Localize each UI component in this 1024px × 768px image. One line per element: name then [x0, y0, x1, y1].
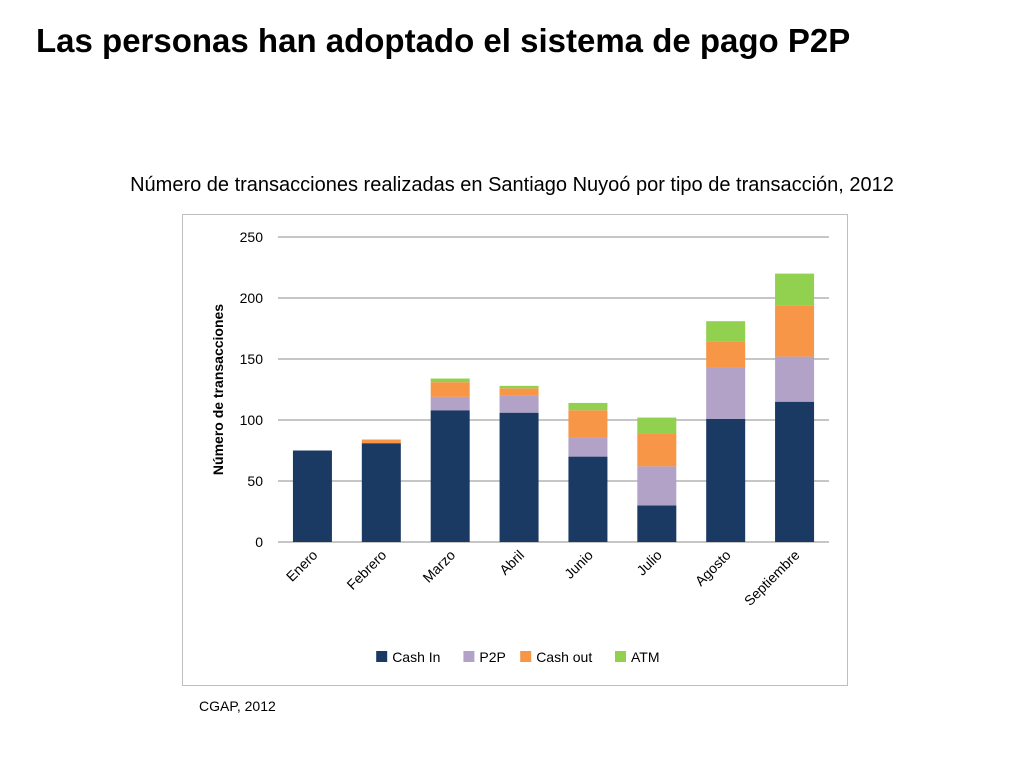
slide-title: Las personas han adoptado el sistema de … — [36, 22, 851, 59]
bar-segment-atm — [568, 402, 608, 411]
bar-segment-cash-in — [637, 505, 677, 542]
legend-label: Cash out — [536, 649, 592, 665]
y-tick-label: 50 — [247, 473, 263, 489]
legend-swatch-p2p — [463, 651, 475, 662]
x-tick-label: Junio — [561, 547, 596, 582]
x-tick-label: Enero — [283, 547, 321, 585]
bar-segment-atm — [430, 378, 470, 383]
bar-segment-atm — [637, 417, 677, 434]
bar-segment-cash-out — [361, 439, 401, 444]
bar-segment-cash-out — [568, 410, 608, 438]
y-axis-label: Número de transacciones — [210, 304, 226, 475]
legend-label: ATM — [631, 649, 660, 665]
legend-swatch-cash-out — [520, 651, 532, 662]
bar-segment-p2p — [499, 395, 539, 413]
bar-segment-p2p — [637, 466, 677, 506]
bar-segment-p2p — [706, 367, 746, 419]
bar-segment-atm — [706, 321, 746, 342]
legend-swatch-atm — [615, 651, 626, 662]
y-tick-label: 250 — [240, 229, 264, 245]
x-tick-label: Marzo — [419, 547, 458, 586]
bar-segment-cash-in — [775, 401, 815, 542]
bar-segment-p2p — [430, 396, 470, 411]
x-tick-label: Agosto — [692, 547, 734, 589]
bar-segment-cash-in — [430, 410, 470, 542]
x-tick-label: Abril — [496, 547, 527, 578]
bar-segment-atm — [775, 273, 815, 306]
x-tick-label: Julio — [633, 547, 665, 579]
bar-segment-cash-in — [361, 443, 401, 542]
bar-segment-atm — [499, 385, 539, 389]
x-tick-label: Febrero — [343, 547, 389, 593]
legend-label: P2P — [479, 649, 505, 665]
x-tick-label: Septiembre — [741, 547, 803, 609]
bar-segment-p2p — [775, 356, 815, 402]
bar-segment-cash-out — [706, 341, 746, 368]
y-tick-label: 200 — [240, 290, 264, 306]
bar-segment-cash-in — [706, 418, 746, 542]
bar-segment-cash-out — [499, 388, 539, 396]
bar-segment-cash-out — [430, 382, 470, 397]
y-tick-label: 150 — [240, 351, 264, 367]
bar-segment-cash-in — [568, 456, 608, 542]
y-tick-label: 100 — [240, 412, 264, 428]
source-note: CGAP, 2012 — [199, 698, 276, 714]
bar-segment-cash-in — [292, 450, 332, 542]
bar-segment-cash-in — [499, 412, 539, 542]
legend-label: Cash In — [392, 649, 440, 665]
bar-segment-cash-out — [775, 305, 815, 357]
bar-segment-p2p — [568, 437, 608, 457]
bar-segment-cash-out — [637, 433, 677, 467]
y-tick-label: 0 — [255, 534, 263, 550]
legend-swatch-cash-in — [376, 651, 388, 662]
stacked-bar-chart: 0 50 100 150 200 250 Número de transacciones En… — [210, 229, 829, 665]
chart-title: Número de transacciones realizadas en Sa… — [130, 174, 894, 196]
chart-frame: 0 50 100 150 200 250 Número de transacciones En… — [182, 214, 848, 686]
